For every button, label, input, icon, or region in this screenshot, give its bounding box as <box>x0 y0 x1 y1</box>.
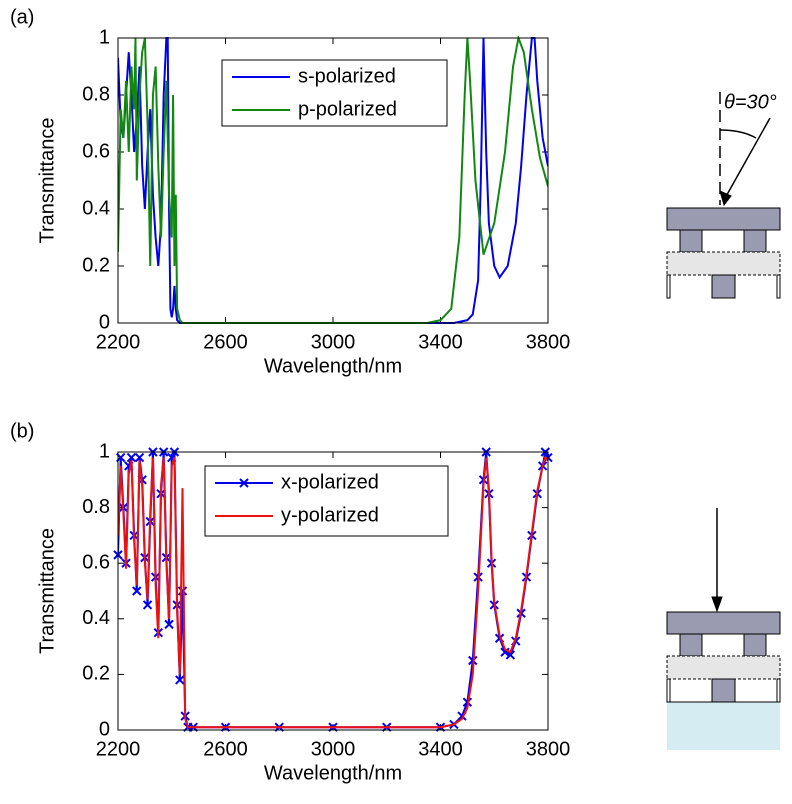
axes-frame <box>117 37 549 324</box>
y-tick-label: 0.8 <box>82 83 110 105</box>
y-tick-label: 0.2 <box>82 254 110 276</box>
y-tick-label: 1 <box>99 440 110 462</box>
y-axis-label: Transmittance <box>36 528 58 654</box>
legend-label: y-polarized <box>281 504 379 526</box>
y-tick-label: 0 <box>99 718 110 740</box>
marker <box>134 452 145 463</box>
legend-marker <box>239 478 249 488</box>
x-tick-label: 3000 <box>311 331 356 353</box>
marker <box>164 619 174 630</box>
legend-label: x-polarized <box>281 471 379 493</box>
y-tick-label: 0.4 <box>82 607 110 629</box>
x-tick-label: 2600 <box>203 738 248 760</box>
marker <box>126 452 137 463</box>
x-tick-label: 2200 <box>96 738 141 760</box>
x-tick-label: 3800 <box>526 738 571 760</box>
series-line <box>118 455 548 729</box>
axes-frame <box>117 451 549 731</box>
schematic-b <box>666 508 781 750</box>
marker <box>132 586 142 596</box>
legend-label: s-polarized <box>298 65 396 87</box>
marker <box>505 650 516 660</box>
x-axis-label: Wavelength/nm <box>264 762 402 784</box>
x-tick-label: 3400 <box>418 738 463 760</box>
series-line <box>118 37 548 324</box>
marker <box>142 600 153 610</box>
legend-box <box>221 59 448 127</box>
legend-box <box>204 465 449 537</box>
y-axis-label: Transmittance <box>36 118 58 244</box>
panel-label: (a) <box>10 6 34 28</box>
x-axis-label: Wavelength/nm <box>264 355 402 377</box>
marker <box>500 647 510 657</box>
x-tick-label: 3400 <box>418 331 463 353</box>
y-tick-label: 0 <box>99 311 110 333</box>
x-tick-label: 3800 <box>526 331 571 353</box>
series-line <box>118 36 548 324</box>
x-tick-label: 2200 <box>96 331 141 353</box>
y-tick-label: 0.6 <box>82 140 110 162</box>
y-tick-label: 0.2 <box>82 663 110 685</box>
y-tick-label: 0.8 <box>82 496 110 518</box>
y-tick-label: 0.4 <box>82 197 110 219</box>
angle-annotation: θ=30° <box>724 91 777 113</box>
x-tick-label: 3000 <box>311 738 356 760</box>
marker <box>177 586 188 596</box>
y-tick-label: 1 <box>99 26 110 48</box>
panel-label: (b) <box>10 420 34 442</box>
marker <box>175 675 185 685</box>
y-tick-label: 0.6 <box>82 551 110 573</box>
x-tick-label: 2600 <box>203 331 248 353</box>
schematic-a <box>666 92 781 299</box>
legend-label: p-polarized <box>298 98 397 120</box>
